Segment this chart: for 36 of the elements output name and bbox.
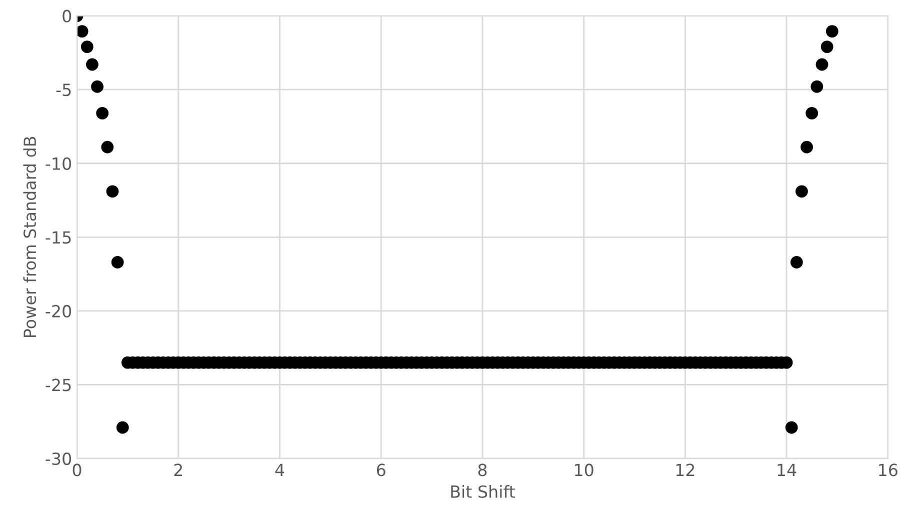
x-tick-label: 12 xyxy=(676,464,694,476)
x-tick-label: 0 xyxy=(72,464,82,476)
point xyxy=(111,256,124,268)
point xyxy=(91,80,104,93)
point xyxy=(80,40,94,54)
point xyxy=(101,140,114,154)
y-tick-label: -25 xyxy=(46,378,71,392)
y-tick-label: -10 xyxy=(46,157,72,170)
x-tick-label: 8 xyxy=(478,464,487,476)
point xyxy=(820,40,834,54)
y-tick-label: 0 xyxy=(62,10,72,22)
x-tick-label: 4 xyxy=(275,464,284,476)
x-tick-label: 10 xyxy=(575,464,594,476)
point xyxy=(796,185,808,198)
point xyxy=(77,25,88,38)
point xyxy=(826,25,838,38)
y-tick-label: -15 xyxy=(46,231,71,244)
point xyxy=(806,106,818,120)
point xyxy=(96,106,109,120)
x-tick-label: 6 xyxy=(376,464,386,476)
x-tick-label: 16 xyxy=(879,464,898,476)
point xyxy=(116,421,129,434)
x-tick-label: 14 xyxy=(778,464,796,476)
y-tick-label: -20 xyxy=(46,304,72,318)
x-tick-label: 2 xyxy=(174,464,182,476)
y-axis-title: Power from Standard dB xyxy=(23,136,36,337)
point xyxy=(790,256,803,268)
point xyxy=(810,80,824,93)
x-axis-title: Bit Shift xyxy=(451,485,515,498)
point xyxy=(800,140,814,154)
point xyxy=(86,58,98,71)
point xyxy=(816,58,828,71)
point xyxy=(785,421,798,434)
y-tick-label: -30 xyxy=(46,452,72,466)
y-tick-label: -5 xyxy=(56,84,71,96)
point xyxy=(106,185,119,198)
